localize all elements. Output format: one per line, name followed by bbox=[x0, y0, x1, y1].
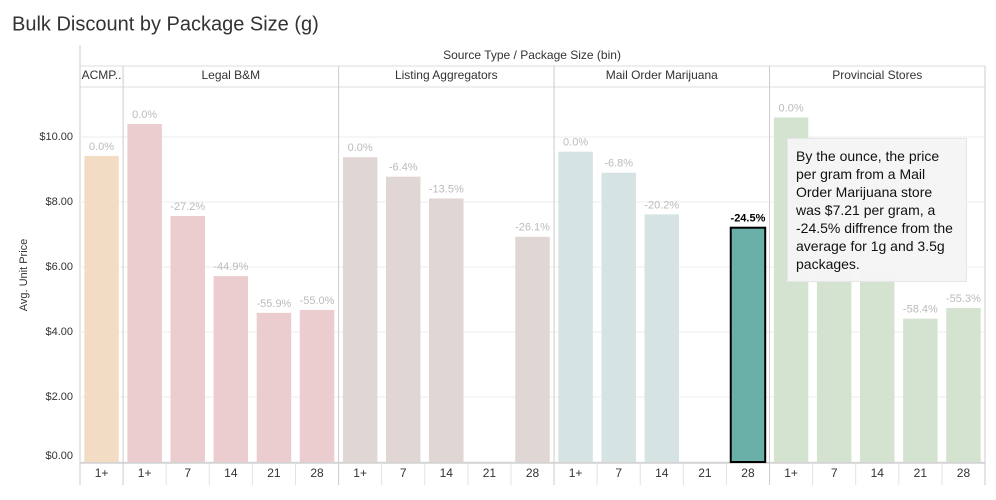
bar bbox=[729, 226, 767, 463]
bar bbox=[342, 157, 378, 462]
bar bbox=[860, 270, 895, 462]
bar bbox=[385, 176, 421, 462]
data-label: -55.0% bbox=[300, 295, 335, 307]
x-tick-label: 28 bbox=[957, 466, 971, 480]
bar bbox=[601, 172, 636, 462]
bar bbox=[84, 155, 119, 462]
data-label: -58.4% bbox=[903, 304, 938, 316]
x-tick-label: 7 bbox=[831, 466, 838, 480]
x-tick-label: 1+ bbox=[569, 466, 583, 480]
bar bbox=[946, 307, 981, 462]
x-tick-label: 1+ bbox=[138, 466, 152, 480]
data-label: -27.2% bbox=[170, 201, 205, 213]
bar bbox=[299, 309, 335, 462]
y-tick-label: $8.00 bbox=[45, 196, 73, 208]
bar bbox=[558, 151, 593, 462]
x-tick-label: 28 bbox=[310, 466, 324, 480]
data-label: -44.9% bbox=[213, 261, 248, 273]
group-label: Legal B&M bbox=[201, 68, 260, 82]
x-tick-label: 1+ bbox=[784, 466, 798, 480]
x-tick-label: 7 bbox=[400, 466, 407, 480]
bar bbox=[816, 270, 852, 462]
x-tick-label: 14 bbox=[871, 466, 885, 480]
y-tick-label: $2.00 bbox=[45, 391, 73, 403]
group-label: Mail Order Marijuana bbox=[606, 68, 718, 82]
bar bbox=[515, 236, 550, 462]
data-label: -13.5% bbox=[429, 183, 464, 195]
data-label: -6.4% bbox=[389, 162, 418, 174]
data-label: -26.1% bbox=[515, 222, 550, 234]
x-tick-label: 21 bbox=[267, 466, 281, 480]
data-label: -55.3% bbox=[946, 293, 981, 305]
x-tick-label: 1+ bbox=[95, 466, 109, 480]
data-label: -24.5% bbox=[731, 213, 766, 225]
x-tick-label: 14 bbox=[655, 466, 669, 480]
bar bbox=[127, 124, 162, 463]
x-tick-label: 7 bbox=[184, 466, 191, 480]
data-label: 0.0% bbox=[779, 102, 804, 114]
data-label: 0.0% bbox=[132, 109, 157, 121]
x-tick-label: 14 bbox=[224, 466, 238, 480]
x-tick-label: 21 bbox=[698, 466, 712, 480]
x-tick-label: 7 bbox=[615, 466, 622, 480]
group-label: Provincial Stores bbox=[832, 68, 922, 82]
x-tick-label: 21 bbox=[914, 466, 928, 480]
bar bbox=[213, 276, 249, 462]
y-tick-label: $4.00 bbox=[45, 326, 73, 338]
group-label: Listing Aggregators bbox=[395, 68, 498, 82]
data-label: 0.0% bbox=[89, 141, 114, 153]
x-tick-label: 28 bbox=[526, 466, 540, 480]
x-tick-label: 21 bbox=[483, 466, 497, 480]
data-label: -20.2% bbox=[644, 199, 679, 211]
x-tick-label: 14 bbox=[440, 466, 454, 480]
bar bbox=[429, 198, 464, 462]
data-label: 0.0% bbox=[563, 137, 588, 149]
bar bbox=[644, 214, 680, 462]
data-label: -55.9% bbox=[256, 298, 291, 310]
y-axis-title: Avg. Unit Price bbox=[18, 239, 30, 312]
bar bbox=[170, 216, 205, 462]
bar bbox=[256, 312, 292, 462]
bar bbox=[903, 318, 938, 462]
y-tick-label: $10.00 bbox=[39, 131, 73, 143]
annotation: By the ounce, the price per gram from a … bbox=[787, 138, 967, 282]
chart-title: Bulk Discount by Package Size (g) bbox=[12, 13, 319, 35]
x-tick-label: 1+ bbox=[353, 466, 367, 480]
data-label: 0.0% bbox=[348, 142, 373, 154]
header: Source Type / Package Size (bin) bbox=[443, 48, 621, 62]
y-tick-label: $6.00 bbox=[45, 261, 73, 273]
y-tick-label: $0.00 bbox=[45, 450, 73, 462]
x-tick-label: 28 bbox=[741, 466, 755, 480]
group-label: ACMP.. bbox=[82, 68, 122, 82]
data-label: -6.8% bbox=[604, 158, 633, 170]
